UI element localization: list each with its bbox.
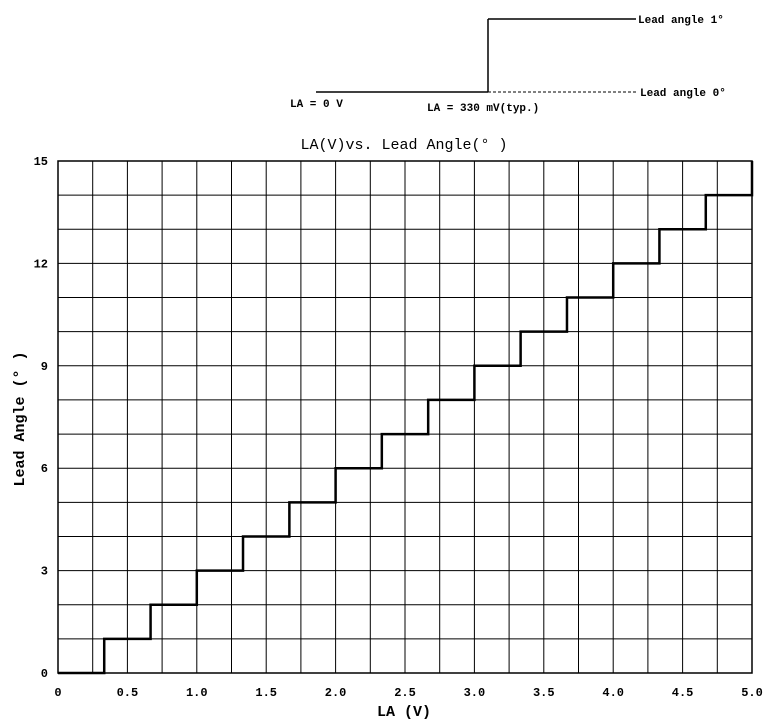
plot-frame: [57, 160, 753, 674]
x-tick-label: 0.5: [117, 686, 139, 700]
inset-label-la-zero: LA = 0 V: [290, 99, 343, 111]
y-tick-label: 6: [41, 462, 48, 476]
x-axis-label: LA (V): [377, 704, 431, 720]
step-series-line: [58, 161, 754, 675]
y-tick-label: 12: [34, 257, 48, 271]
chart-series: [58, 161, 754, 675]
chart-title: LA(V)vs. Lead Angle(° ): [300, 137, 507, 154]
x-tick-label: 0: [54, 686, 61, 700]
y-tick-label: 15: [34, 155, 48, 169]
y-tick-label: 9: [41, 360, 48, 374]
y-tick-labels: 0 3 6 9 12 15: [34, 155, 48, 681]
x-tick-label: 2.0: [325, 686, 347, 700]
x-tick-label: 1.0: [186, 686, 208, 700]
y-tick-label: 0: [41, 667, 48, 681]
x-tick-labels: 0 0.5 1.0 1.5 2.0 2.5 3.0 3.5 4.0 4.5 5.0: [54, 686, 762, 700]
inset-diagram: Lead angle 1° Lead angle 0° LA = 0 V LA …: [290, 15, 726, 115]
x-tick-label: 2.5: [394, 686, 416, 700]
chart-grid: [57, 160, 753, 674]
x-tick-label: 4.5: [672, 686, 694, 700]
y-tick-label: 3: [41, 565, 48, 579]
inset-label-la-threshold: LA = 330 mV(typ.): [427, 103, 539, 115]
x-tick-label: 5.0: [741, 686, 763, 700]
y-axis-label: Lead Angle (° ): [12, 351, 29, 486]
x-tick-label: 1.5: [255, 686, 277, 700]
x-tick-label: 3.5: [533, 686, 555, 700]
inset-label-lead-angle-1: Lead angle 1°: [638, 15, 724, 27]
x-tick-label: 3.0: [464, 686, 486, 700]
inset-label-lead-angle-0: Lead angle 0°: [640, 88, 726, 100]
x-tick-label: 4.0: [602, 686, 624, 700]
